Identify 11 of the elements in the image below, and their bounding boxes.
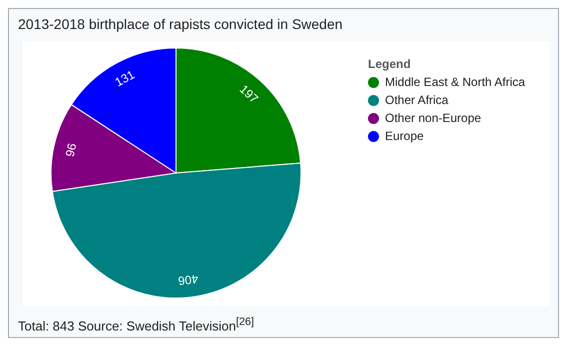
data-label: 131	[112, 67, 138, 90]
data-label: 406	[177, 272, 199, 288]
data-label: 197	[236, 82, 262, 106]
legend-label: Middle East & North Africa	[385, 75, 526, 89]
legend-label: Other Africa	[385, 93, 448, 107]
chart-title: 2013-2018 birthplace of rapists convicted in Sweden	[18, 16, 343, 32]
text: Total: 843 Source: Swedish Television$^{[26]}$	[18, 316, 254, 334]
legend-title: Legend	[368, 57, 412, 71]
data-label: 96	[62, 142, 80, 158]
legend-label: Europe	[385, 129, 424, 143]
legend-label: Other non-Europe	[385, 111, 482, 125]
